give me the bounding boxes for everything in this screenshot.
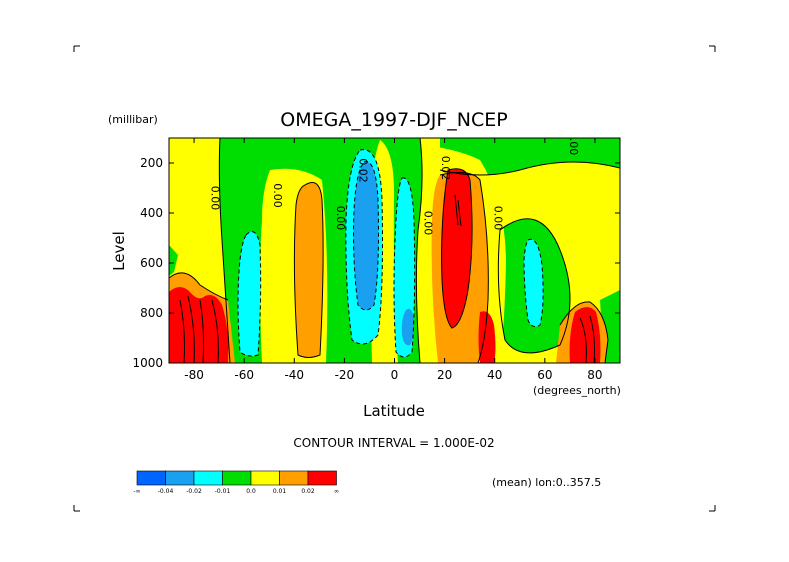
y-tick-label: 800 [140, 306, 163, 320]
plot-area: 0.00 0.000.000.020.000.020.000.00 -80 -60-… [132, 131, 621, 382]
contour-lines [169, 138, 620, 363]
y-axis-label: Level [110, 231, 128, 271]
contour-label: 0.00 [334, 206, 347, 231]
x-tick-label: -80 [184, 368, 204, 382]
chart-title: OMEGA_1997-DJF_NCEP [280, 109, 507, 131]
contour-label: 0.02 [356, 158, 369, 183]
x-tick-label: -40 [284, 368, 304, 382]
y-tick-label: 400 [140, 206, 163, 220]
crop-mark-tl [73, 45, 80, 52]
contour-label: 0.00 [492, 206, 505, 231]
colorbar-label: -∞ [133, 488, 140, 495]
colorbar-swatch [222, 470, 252, 486]
x-units-label: (degrees_north) [533, 384, 621, 397]
x-tick-label: 40 [487, 368, 502, 382]
x-ticks: -80 -60 -40 -20 0 20 40 60 80 [184, 138, 603, 382]
crop-mark-bl [73, 505, 80, 512]
colorbar-swatch [193, 470, 223, 486]
y-ticks: 200 400 600 800 1000 [132, 156, 620, 370]
colorbar-swatch [136, 470, 166, 486]
x-tick-label: 0 [391, 368, 399, 382]
contour-interval-text: CONTOUR INTERVAL = 1.000E-02 [293, 436, 494, 450]
crop-mark-tr [709, 45, 716, 52]
contour-label: 0.00 [567, 131, 580, 156]
colorbar-label: ∞ [334, 488, 339, 495]
contour-label: 0.00 [422, 211, 435, 236]
field-blue-center [353, 161, 379, 310]
colorbar-label: 0.01 [273, 488, 287, 495]
field-red-tropic-low [478, 311, 496, 363]
colorbar-label: 0.0 [246, 488, 256, 495]
x-tick-label: -60 [234, 368, 254, 382]
x-tick-label: 60 [537, 368, 552, 382]
x-tick-label: 20 [437, 368, 452, 382]
y-units-label: (millibar) [108, 113, 158, 126]
x-tick-label: 80 [587, 368, 602, 382]
field-red-tropic [441, 168, 473, 328]
field-orange-west [294, 182, 324, 358]
contour-label: 0.00 [271, 183, 284, 208]
colorbar-swatch [279, 470, 309, 486]
colorbar-swatch [250, 470, 280, 486]
field-cyan-west [238, 231, 261, 356]
field-cyan-east [524, 239, 544, 327]
dashed-contours [237, 149, 544, 358]
colorbar-label: -0.04 [158, 488, 174, 495]
x-axis-label: Latitude [363, 402, 425, 420]
mean-lon-text: (mean) lon:0..357.5 [492, 476, 601, 489]
contour-label-group: 0.00 0.00 0.00 0.02 0.00 0.02 0.00 0.00 [209, 131, 580, 236]
contour-label: 0.00 [209, 186, 222, 211]
x-tick-label: -20 [335, 368, 355, 382]
colorbar-swatch [307, 470, 337, 486]
field-green-far-left [169, 245, 178, 276]
y-tick-label: 200 [140, 156, 163, 170]
field-blue-equator [401, 308, 414, 346]
colorbar-label: -0.02 [186, 488, 202, 495]
contour-label: 0.02 [439, 156, 452, 181]
field-green-right-top [440, 138, 620, 175]
colorbar-label: 0.02 [301, 488, 315, 495]
colorbar-swatch [165, 470, 195, 486]
colorbar-label: -0.01 [215, 488, 231, 495]
colorbar: -∞ -0.04 -0.02 -0.01 0.0 0.01 0.02 ∞ [133, 470, 339, 495]
y-tick-label: 1000 [132, 356, 163, 370]
y-tick-label: 600 [140, 256, 163, 270]
crop-mark-br [709, 505, 716, 512]
